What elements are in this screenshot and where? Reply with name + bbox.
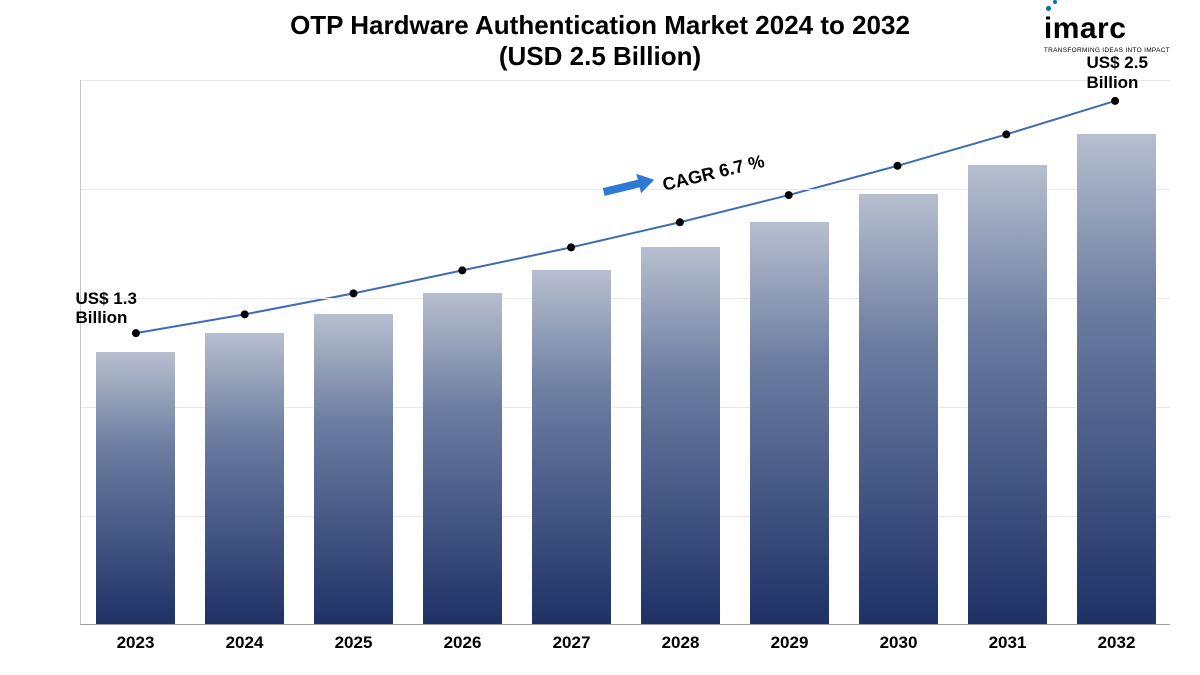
brand-logo: imarc TRANSFORMING IDEAS INTO IMPACT	[1044, 12, 1170, 54]
x-axis-label: 2031	[953, 633, 1062, 653]
x-axis-label: 2028	[626, 633, 735, 653]
bar-2032	[1077, 134, 1155, 625]
trend-marker	[132, 329, 140, 337]
bar-2027	[532, 270, 610, 624]
annotation-start-l2: Billion	[76, 308, 137, 328]
bar-2023	[96, 352, 174, 625]
grid-line	[81, 80, 1170, 81]
x-axis-label: 2023	[81, 633, 190, 653]
bar-2025	[314, 314, 392, 624]
title-line-1: OTP Hardware Authentication Market 2024 …	[0, 10, 1200, 41]
logo-dot-2	[1053, 0, 1057, 4]
bar-2026	[423, 293, 501, 624]
annotation-end-l2: Billion	[1087, 73, 1148, 93]
bar-2028	[641, 247, 719, 624]
logo-text: imarc	[1044, 12, 1170, 46]
x-axis-label: 2026	[408, 633, 517, 653]
trend-marker	[1111, 97, 1119, 105]
bar-2030	[859, 194, 937, 624]
trend-marker	[785, 191, 793, 199]
x-axis-label: 2029	[735, 633, 844, 653]
annotation-start-l1: US$ 1.3	[76, 289, 137, 309]
x-axis-label: 2024	[190, 633, 299, 653]
trend-marker	[676, 218, 684, 226]
trend-marker	[350, 289, 358, 297]
logo-text-span: imarc	[1044, 12, 1127, 45]
annotation-end-value: US$ 2.5Billion	[1087, 53, 1148, 92]
trend-marker	[1002, 130, 1010, 138]
chart-plot-area: 2023202420252026202720282029203020312032…	[80, 80, 1170, 625]
bar-2024	[205, 333, 283, 624]
bar-2029	[750, 222, 828, 624]
title-line-2: (USD 2.5 Billion)	[0, 41, 1200, 72]
trend-marker	[458, 266, 466, 274]
annotation-start-value: US$ 1.3Billion	[76, 289, 137, 328]
annotation-end-l1: US$ 2.5	[1087, 53, 1148, 73]
trend-marker	[241, 310, 249, 318]
chart-title: OTP Hardware Authentication Market 2024 …	[0, 10, 1200, 72]
x-axis-label: 2032	[1062, 633, 1171, 653]
x-axis-label: 2027	[517, 633, 626, 653]
trend-marker	[894, 162, 902, 170]
trend-marker	[567, 243, 575, 251]
logo-dot-1	[1046, 6, 1051, 11]
x-axis-label: 2025	[299, 633, 408, 653]
x-axis-label: 2030	[844, 633, 953, 653]
bar-2031	[968, 165, 1046, 624]
